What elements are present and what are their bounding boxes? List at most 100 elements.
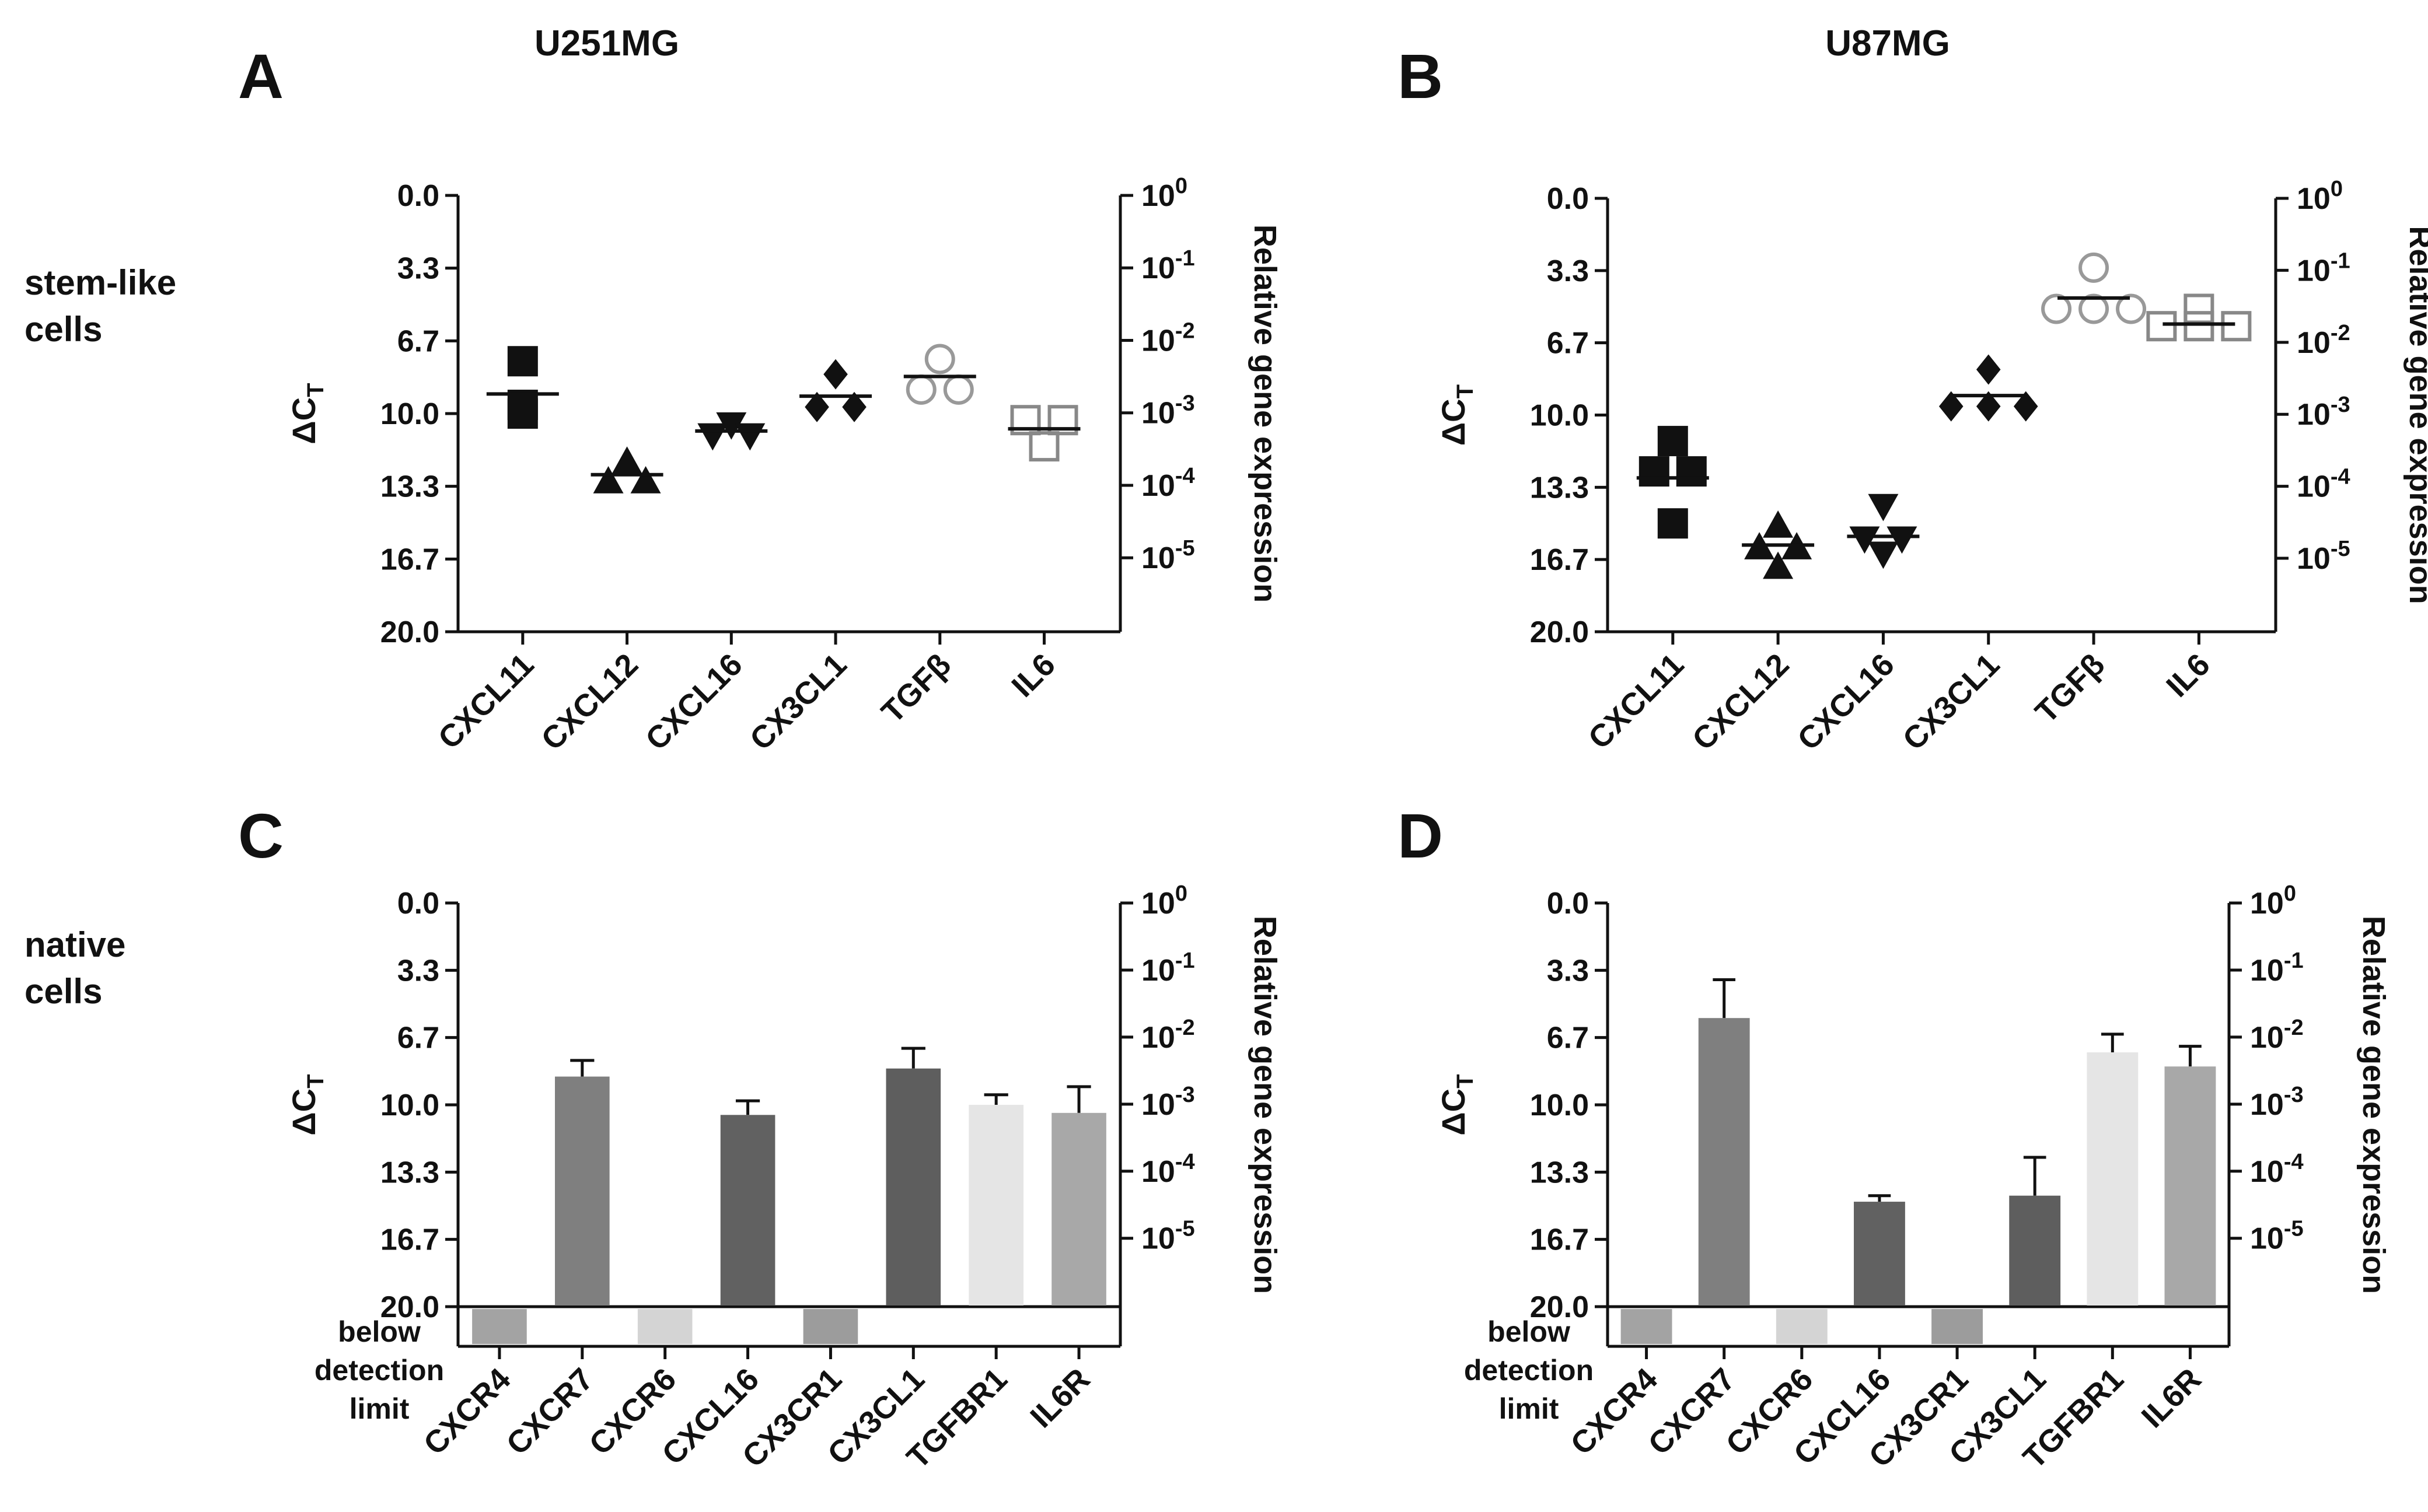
panel-a-data-point xyxy=(805,391,829,422)
panel-b-data-point xyxy=(2116,293,2147,324)
panel-a-category-label: TGFβ xyxy=(875,647,958,730)
panel-a-data-point xyxy=(823,359,848,390)
panel-b-category-label: CXCL12 xyxy=(1686,647,1796,757)
panel-c-right-tick-label: 10-5 xyxy=(1141,1217,1195,1256)
panel-b-category-label: CX3CL1 xyxy=(1896,647,2006,757)
panel-d-below-limit-bar xyxy=(1620,1309,1672,1344)
panel-b-data-point xyxy=(2078,252,2109,283)
panel-a-y-axis-label: ΔCT xyxy=(285,383,329,444)
panel-d-left-tick-label: 3.3 xyxy=(1547,954,1589,988)
panel-a-left-tick-label: 20.0 xyxy=(380,615,439,649)
panel-d-right-tick-label: 10-2 xyxy=(2250,1016,2304,1055)
panel-a-data-point xyxy=(612,446,642,474)
panel-d-right-axis-label: Relative gene expression xyxy=(2356,916,2391,1294)
panel-d-right-tick-label: 10-1 xyxy=(2250,949,2304,988)
panel-c-left-tick-label: 0.0 xyxy=(397,887,439,921)
panel-a-right-tick-label: 100 xyxy=(1141,174,1187,213)
panel-b-data-point xyxy=(1868,494,1899,522)
panel-a-data-point xyxy=(735,423,766,451)
panel-d-right-tick-label: 100 xyxy=(2250,881,2296,921)
panel-b-data-point xyxy=(1657,426,1688,457)
panel-b-right-tick-label: 10-5 xyxy=(2297,537,2350,576)
panel-a-right-tick-label: 10-5 xyxy=(1141,536,1195,575)
panel-b-chart: 0.0 3.3 6.7 10.0 13.3 16.7 20.0 100 10-1 10-2 10-3… xyxy=(1435,177,2428,757)
panel-a-data-point xyxy=(1029,431,1060,462)
panel-c-below-limit-label: limit xyxy=(350,1392,410,1425)
panel-c-right-tick-label: 10-1 xyxy=(1141,949,1195,988)
panel-d-bar xyxy=(2009,1195,2061,1306)
row-label-native-line2: cells xyxy=(25,972,102,1011)
panel-c-category-label: IL6R xyxy=(1023,1362,1096,1434)
panel-b-right-tick-label: 10-2 xyxy=(2297,321,2350,360)
panel-b-data-point xyxy=(1763,551,1794,579)
panel-letter-d: D xyxy=(1398,800,1443,871)
panel-a-data-point xyxy=(507,398,538,429)
panel-d-left-tick-label: 16.7 xyxy=(1530,1223,1589,1257)
panel-a-right-tick-label: 10-4 xyxy=(1141,464,1195,503)
panel-a-right-tick-label: 10-3 xyxy=(1141,391,1195,430)
panel-b-data-point xyxy=(1639,456,1669,487)
panel-a-category-label: CXCL12 xyxy=(534,647,645,757)
panel-b-right-tick-label: 10-3 xyxy=(2297,393,2350,432)
panel-a-left-tick-label: 13.3 xyxy=(380,470,439,504)
panel-a-category-label: CXCL16 xyxy=(639,647,749,757)
panel-d-left-tick-label: 6.7 xyxy=(1547,1021,1589,1055)
panel-b-data-point xyxy=(1886,526,1917,554)
panel-d-category-label: CXCR7 xyxy=(1641,1362,1742,1462)
panel-b-left-tick-label: 10.0 xyxy=(1530,399,1589,433)
panel-a-data-point xyxy=(697,423,728,451)
panel-b-data-point xyxy=(2184,293,2214,324)
panel-a-category-label: CXCL11 xyxy=(432,647,541,756)
panel-d-bar xyxy=(2087,1052,2139,1306)
panel-b-left-tick-label: 16.7 xyxy=(1530,543,1589,577)
panel-b-category-label: IL6 xyxy=(2160,647,2217,704)
panel-b-data-point xyxy=(1657,508,1688,539)
panel-b-data-point xyxy=(2078,293,2109,324)
panel-a-right-axis-label: Relative gene expression xyxy=(1248,225,1283,603)
panel-d-below-limit-label: below xyxy=(1487,1315,1570,1348)
panel-c-category-label: CXCR7 xyxy=(499,1362,600,1462)
panel-a-left-tick-label: 10.0 xyxy=(380,397,439,431)
panel-b-left-tick-label: 20.0 xyxy=(1530,615,1589,649)
panel-a-data-point xyxy=(507,346,538,377)
panel-d-chart: 0.0 3.3 6.7 10.0 13.3 16.7 20.0 100 10-1 10-2 10-3… xyxy=(1435,881,2391,1475)
panel-b-category-label: CXCL16 xyxy=(1791,647,1901,757)
panel-c-left-tick-label: 13.3 xyxy=(380,1156,439,1189)
panel-a-right-tick-label: 10-1 xyxy=(1141,246,1195,285)
panel-b-left-tick-label: 3.3 xyxy=(1547,254,1589,288)
panel-a-data-point xyxy=(630,466,661,494)
panel-b-right-tick-label: 10-4 xyxy=(2297,465,2350,504)
panel-c-below-limit-label: detection xyxy=(315,1354,444,1387)
panel-c-below-limit-bar xyxy=(803,1309,858,1344)
panel-a-category-label: IL6 xyxy=(1005,647,1062,704)
panel-a-data-point xyxy=(1010,405,1041,436)
panel-b-data-point xyxy=(1938,391,1964,422)
panel-c-bar xyxy=(1051,1112,1106,1306)
panel-d-below-limit-label: detection xyxy=(1464,1354,1594,1387)
panel-d-bar xyxy=(1698,1018,1750,1306)
panel-c-left-tick-label: 16.7 xyxy=(380,1223,439,1257)
panel-d-below-limit-label: limit xyxy=(1499,1392,1559,1425)
panel-c-bar xyxy=(720,1115,775,1306)
panel-b-data-point xyxy=(2221,311,2252,342)
panel-c-below-limit-bar xyxy=(637,1309,693,1344)
row-label-stemlike-line1: stem-like xyxy=(25,263,176,302)
panel-b-right-tick-label: 10-1 xyxy=(2297,249,2350,288)
panel-c-left-tick-label: 6.7 xyxy=(397,1021,439,1055)
panel-d-bar xyxy=(1854,1202,1905,1306)
column-title-u87mg: U87MG xyxy=(1825,23,1950,64)
row-label-stemlike-line2: cells xyxy=(25,310,102,349)
panel-a-data-point xyxy=(593,466,624,494)
panel-d-bar xyxy=(2164,1066,2216,1306)
panel-c-right-axis-label: Relative gene expression xyxy=(1248,916,1283,1294)
panel-a-left-tick-label: 16.7 xyxy=(380,542,439,576)
panel-a-left-tick-label: 6.7 xyxy=(397,324,439,358)
panel-b-category-label: TGFβ xyxy=(2028,647,2111,730)
panel-a-category-label: CX3CL1 xyxy=(743,647,854,757)
panel-b-left-tick-label: 0.0 xyxy=(1547,182,1589,216)
panel-d-left-tick-label: 10.0 xyxy=(1530,1088,1589,1122)
panel-b-data-point xyxy=(2013,391,2038,422)
panel-d-category-label: IL6R xyxy=(2135,1362,2208,1434)
panel-c-y-axis-label: ΔCT xyxy=(285,1074,329,1135)
